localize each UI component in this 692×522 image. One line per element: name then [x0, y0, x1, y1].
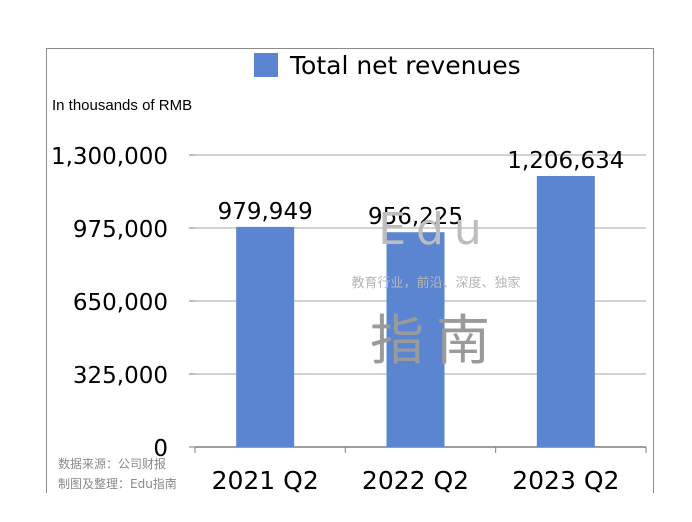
legend-label: Total net revenues — [290, 50, 521, 80]
bar — [236, 226, 295, 447]
y-tick-label: 975,000 — [73, 217, 168, 243]
data-label: 956,225 — [368, 204, 463, 230]
data-label: 1,206,634 — [507, 148, 624, 174]
source-line-1: 数据来源：公司财报 — [58, 457, 167, 471]
watermark-cn: 指南 — [370, 309, 502, 372]
x-tick-label: 2022 Q2 — [362, 466, 469, 495]
x-tick-label: 2023 Q2 — [512, 466, 619, 495]
y-tick-label: 650,000 — [73, 290, 168, 316]
y-axis-unit-label: In thousands of RMB — [52, 97, 193, 114]
y-tick-label: 1,300,000 — [51, 144, 168, 170]
x-tick-label: 2021 Q2 — [212, 466, 319, 495]
bar — [536, 175, 595, 447]
legend: Total net revenues — [254, 50, 521, 80]
watermark-tagline: 教育行业，前沿、深度、独家 — [351, 276, 521, 291]
source-line-2: 制图及整理：Edu指南 — [58, 477, 177, 491]
legend-swatch — [254, 53, 278, 77]
bar — [386, 232, 445, 447]
y-tick-label: 0 — [153, 436, 168, 462]
chart-frame — [46, 48, 654, 493]
y-tick-label: 325,000 — [73, 363, 168, 389]
data-label: 979,949 — [218, 199, 313, 225]
